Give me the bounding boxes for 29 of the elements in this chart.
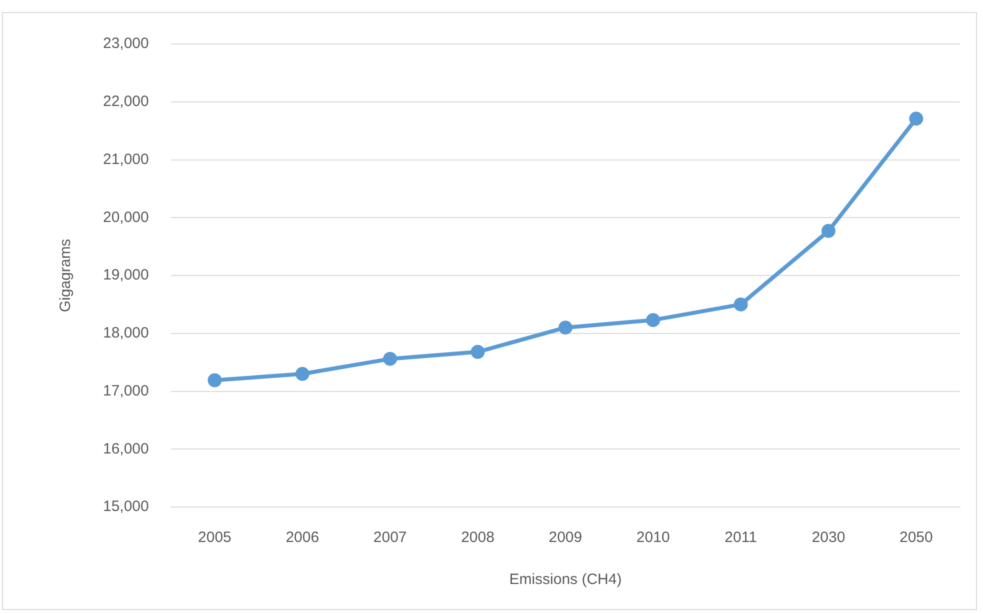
- x-tick-label: 2007: [373, 529, 407, 546]
- point: [208, 373, 222, 388]
- point: [909, 112, 924, 126]
- x-tick-label: 2010: [636, 529, 670, 546]
- x-tick-label: 2030: [812, 529, 846, 546]
- y-axis-title: Gigagrams: [57, 238, 74, 312]
- point: [646, 313, 660, 328]
- y-tick-label: 18,000: [102, 324, 149, 342]
- point: [558, 320, 572, 335]
- x-tick-label: 2050: [899, 529, 933, 546]
- y-tick-label: 19,000: [102, 266, 149, 284]
- x-tick-label: 2011: [724, 529, 757, 546]
- x-tick-label: 2008: [461, 529, 494, 546]
- y-tick-label: 17,000: [102, 382, 149, 400]
- y-tick-label: 22,000: [102, 93, 149, 110]
- y-tick-label: 15,000: [102, 498, 149, 516]
- x-axis-title: Emissions (CH4): [509, 571, 622, 588]
- point: [383, 352, 398, 366]
- x-tick-label: 2005: [198, 529, 232, 546]
- x-tick-label: 2006: [286, 529, 320, 546]
- x-tick-label: 2009: [548, 529, 582, 546]
- y-tick-label: 23,000: [102, 35, 149, 52]
- point: [734, 297, 748, 312]
- point: [821, 224, 836, 238]
- y-tick-label: 20,000: [102, 208, 149, 226]
- y-tick-label: 16,000: [102, 440, 149, 458]
- point: [470, 344, 485, 359]
- y-tick-label: 21,000: [102, 150, 149, 168]
- point: [295, 366, 310, 381]
